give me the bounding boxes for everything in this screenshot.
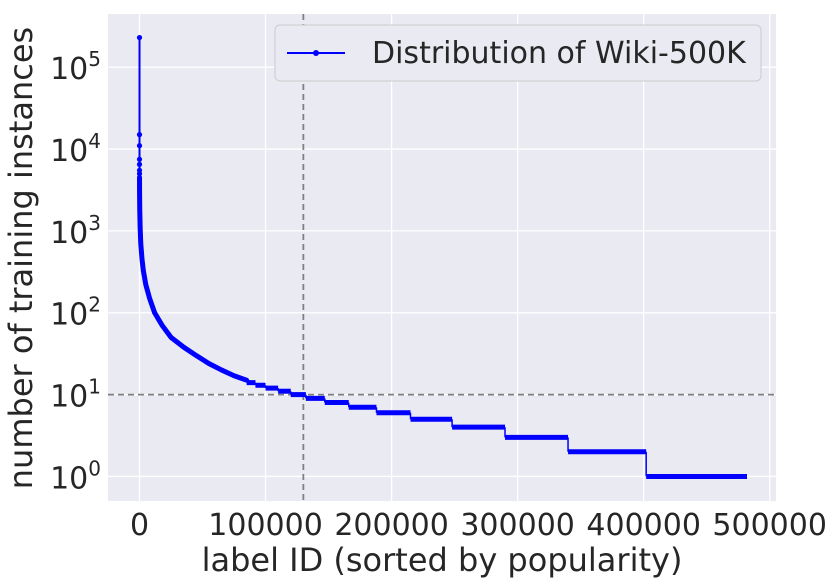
y-tick-base-2: 10 xyxy=(50,298,88,333)
y-tick-exponent-1: 1 xyxy=(88,375,101,399)
y-tick-base-3: 10 xyxy=(50,216,88,251)
y-tick-base-5: 10 xyxy=(50,52,88,87)
series-point-4 xyxy=(136,161,143,167)
series-point-0 xyxy=(136,34,143,41)
y-tick-base-1: 10 xyxy=(50,380,88,415)
x-tick-label-4: 400000 xyxy=(586,508,701,543)
y-tick-exponent-0: 0 xyxy=(88,456,101,480)
x-tick-label-3: 300000 xyxy=(460,508,575,543)
x-ticks: 0 100000 200000 300000 400000 500000 xyxy=(130,508,827,543)
x-tick-label-1: 100000 xyxy=(208,508,323,543)
series-point-1 xyxy=(136,132,143,138)
x-tick-label-0: 0 xyxy=(130,508,149,543)
y-tick-label-4: 104 xyxy=(50,129,101,169)
legend: Distribution of Wiki-500K xyxy=(274,24,762,82)
series-curve-line xyxy=(137,174,250,383)
y-tick-label-0: 100 xyxy=(50,456,101,496)
series-layer xyxy=(136,34,748,479)
x-tick-label-5: 500000 xyxy=(712,508,827,543)
series-point-3 xyxy=(136,156,143,162)
series-point-6 xyxy=(136,171,143,177)
legend-frame xyxy=(274,24,762,82)
y-tick-exponent-2: 2 xyxy=(88,293,101,317)
y-tick-exponent-4: 4 xyxy=(88,129,101,153)
x-tick-label-2: 200000 xyxy=(334,508,449,543)
y-tick-base-0: 10 xyxy=(50,461,88,496)
y-tick-label-5: 105 xyxy=(50,47,101,87)
reference-lines xyxy=(108,14,776,501)
grid xyxy=(108,14,776,501)
legend-entry-label: Distribution of Wiki-500K xyxy=(372,36,747,71)
legend-marker-sample xyxy=(313,50,319,56)
y-tick-label-3: 103 xyxy=(50,211,101,251)
y-tick-exponent-3: 3 xyxy=(88,211,101,235)
plot-background xyxy=(108,14,776,501)
y-tick-base-4: 10 xyxy=(50,134,88,169)
series-point-2 xyxy=(136,143,143,149)
y-tick-label-2: 102 xyxy=(50,293,101,333)
y-tick-exponent-5: 5 xyxy=(88,47,101,71)
x-axis-label: label ID (sorted by popularity) xyxy=(202,541,683,579)
y-tick-label-1: 101 xyxy=(50,375,101,415)
y-axis-label: number of training instances xyxy=(2,27,40,489)
